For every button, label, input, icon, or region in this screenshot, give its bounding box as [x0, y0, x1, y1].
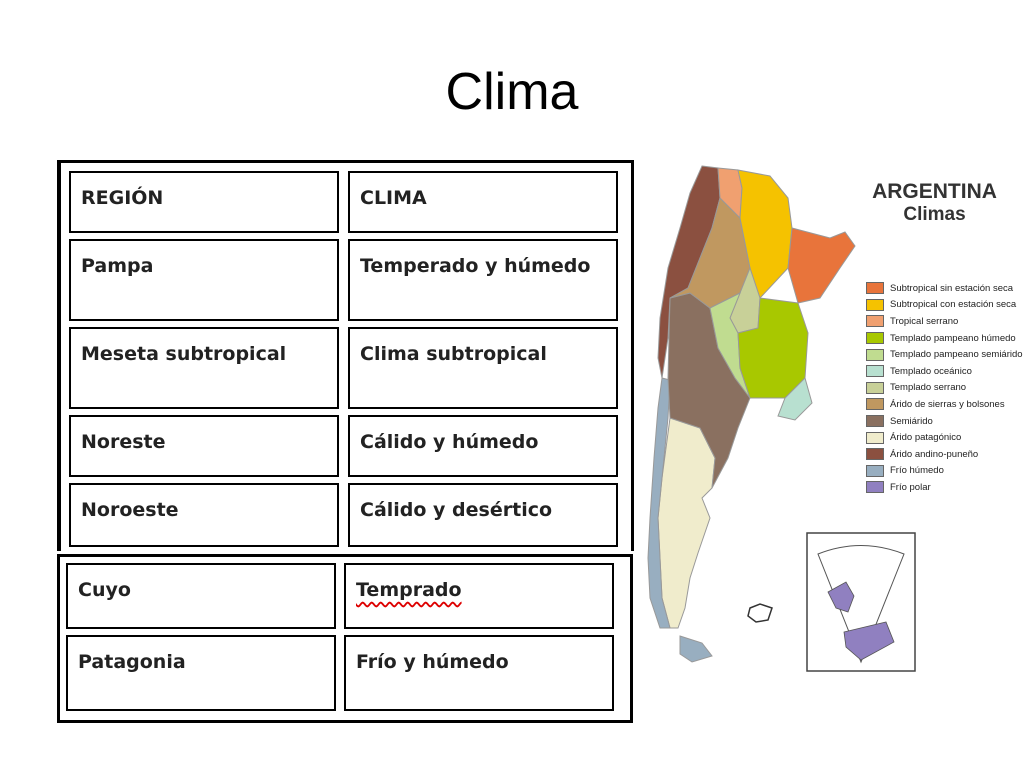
antarctica-inset: [806, 532, 916, 672]
legend-label: Subtropical sin estación seca: [890, 282, 1014, 294]
row-clima-noreste: Cálido y húmedo: [348, 415, 618, 477]
legend-item: Frío polar: [866, 479, 1023, 496]
row-region-patagonia: Patagonia: [66, 635, 336, 711]
clima-cuyo-text: Temprado: [356, 579, 462, 601]
legend-label: Subtropical con estación seca: [890, 299, 1017, 311]
legend-item: Frío húmedo: [866, 463, 1023, 480]
legend-label: Árido de sierras y bolsones: [890, 398, 1005, 410]
region-subtropical-sin-estacion: [787, 227, 856, 304]
legend-item: Tropical serrano: [866, 313, 1023, 330]
row-clima-cuyo: Temprado: [344, 563, 614, 629]
legend-item: Subtropical con estación seca: [866, 297, 1023, 314]
header-region: REGIÓN: [69, 171, 339, 233]
islas-malvinas: [747, 603, 773, 623]
antarctic-sector: [817, 545, 905, 664]
legend-item: Templado pampeano semiárido: [866, 346, 1023, 363]
legend-swatch: [866, 464, 884, 477]
legend-label: Árido andino-puneño: [890, 448, 979, 460]
legend-item: Árido andino-puneño: [866, 446, 1023, 463]
legend-swatch: [866, 332, 884, 345]
legend-item: Árido patagónico: [866, 429, 1023, 446]
legend-label: Árido patagónico: [890, 432, 962, 444]
climate-table: REGIÓN CLIMA Pampa Temperado y húmedo Me…: [57, 160, 634, 723]
legend-label: Frío polar: [890, 481, 931, 493]
legend-swatch: [866, 282, 884, 295]
legend-label: Templado pampeano semiárido: [890, 349, 1023, 361]
legend-swatch: [866, 398, 884, 411]
antarctic-mainland: [843, 621, 895, 661]
row-clima-noroeste: Cálido y desértico: [348, 483, 618, 547]
legend-label: Frío húmedo: [890, 465, 944, 477]
climate-legend: Subtropical sin estación seca Subtropical…: [866, 280, 1023, 496]
antarctic-peninsula: [827, 581, 855, 613]
region-arido-patagonico: [657, 417, 716, 629]
argentina-climate-map: ARGENTINA Climas Subtropical sin estació…: [640, 158, 1024, 678]
legend-swatch: [866, 415, 884, 428]
map-title-subject: Climas: [903, 204, 966, 225]
row-clima-meseta: Clima subtropical: [348, 327, 618, 409]
row-region-noroeste: Noroeste: [69, 483, 339, 547]
row-region-noreste: Noreste: [69, 415, 339, 477]
region-frio-humedo: [647, 377, 671, 629]
legend-label: Templado serrano: [890, 382, 967, 394]
legend-label: Semiárido: [890, 415, 933, 427]
legend-label: Tropical serrano: [890, 315, 959, 327]
row-region-meseta: Meseta subtropical: [69, 327, 339, 409]
legend-swatch: [866, 481, 884, 494]
argentina-map-graphic: [647, 165, 856, 663]
row-region-pampa: Pampa: [69, 239, 339, 321]
legend-item: Subtropical sin estación seca: [866, 280, 1023, 297]
region-templado-humedo: [737, 297, 809, 399]
row-region-cuyo: Cuyo: [66, 563, 336, 629]
row-clima-patagonia: Frío y húmedo: [344, 635, 614, 711]
legend-label: Templado oceánico: [890, 365, 972, 377]
header-clima: CLIMA: [348, 171, 618, 233]
map-title: ARGENTINA Climas: [867, 180, 1002, 226]
map-title-country: ARGENTINA: [872, 180, 997, 203]
slide-title: Clima: [445, 63, 579, 121]
legend-item: Templado pampeano húmedo: [866, 330, 1023, 347]
legend-swatch: [866, 298, 884, 311]
legend-swatch: [866, 448, 884, 461]
region-templado-oceanico: [777, 377, 813, 421]
table-lower-block: Cuyo Temprado Patagonia Frío y húmedo: [57, 554, 633, 723]
legend-item: Semiárido: [866, 413, 1023, 430]
row-clima-pampa: Temperado y húmedo: [348, 239, 618, 321]
legend-item: Templado serrano: [866, 380, 1023, 397]
legend-swatch: [866, 348, 884, 361]
legend-swatch: [866, 381, 884, 394]
legend-label: Templado pampeano húmedo: [890, 332, 1016, 344]
legend-item: Templado oceánico: [866, 363, 1023, 380]
legend-swatch: [866, 431, 884, 444]
region-tierra-del-fuego: [679, 635, 713, 663]
table-upper-block: REGIÓN CLIMA Pampa Temperado y húmedo Me…: [57, 160, 634, 551]
legend-swatch: [866, 365, 884, 378]
legend-item: Árido de sierras y bolsones: [866, 396, 1023, 413]
legend-swatch: [866, 315, 884, 328]
